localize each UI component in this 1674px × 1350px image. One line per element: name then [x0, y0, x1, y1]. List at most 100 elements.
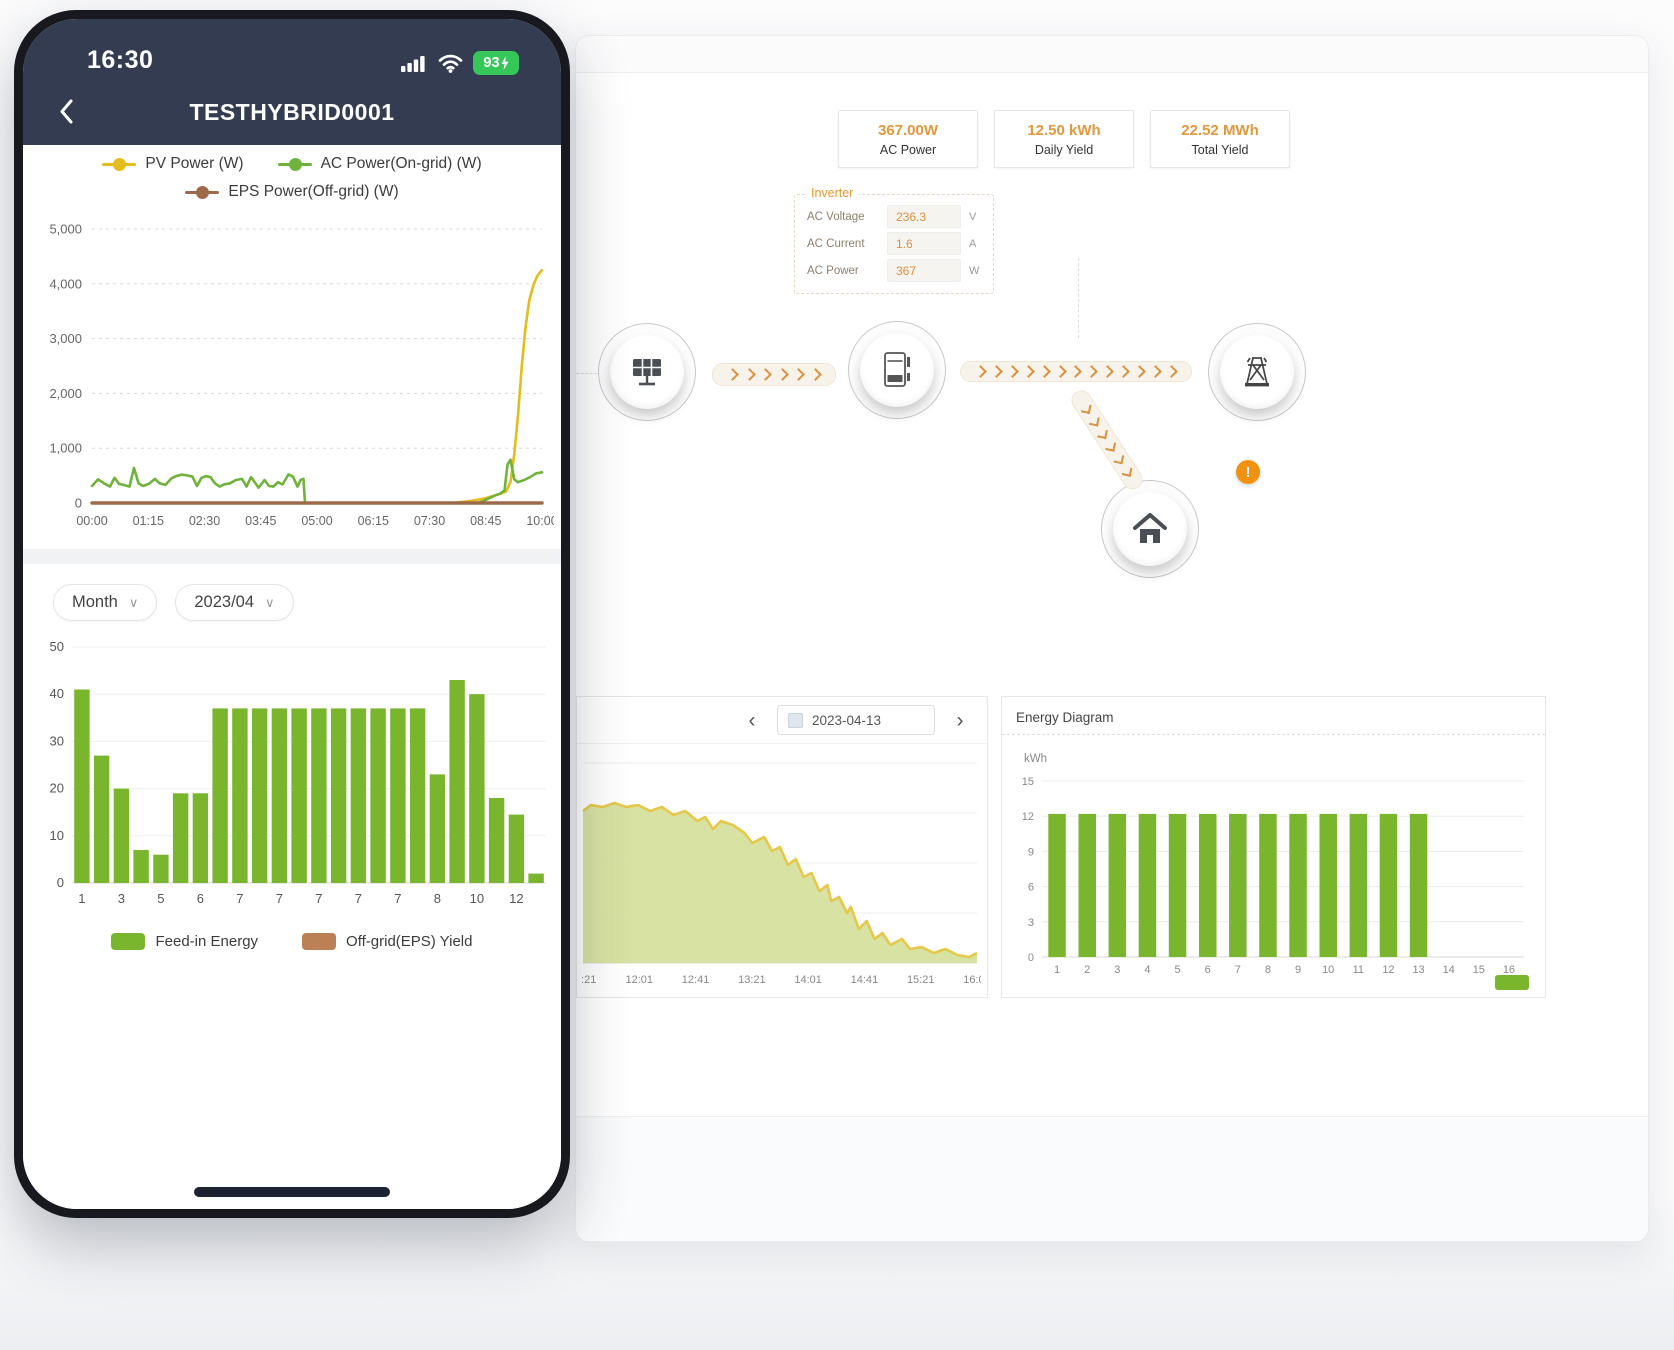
energy-bar-chart[interactable]: 0 3 6 9 12 15 1 2 3 4 5 6 7 8 9 10 11 12 13 14 15 16 — [1008, 773, 1536, 979]
bar — [449, 680, 465, 883]
stat-value: 12.50 kWh — [1027, 121, 1101, 139]
y-tick-label: 10 — [50, 828, 64, 843]
x-tick-label: 00:00 — [76, 514, 107, 528]
legend-marker — [277, 157, 312, 171]
home-indicator[interactable] — [194, 1187, 390, 1197]
stat-value: 367.00W — [877, 121, 939, 139]
bar — [1078, 813, 1096, 957]
section-divider — [23, 549, 561, 564]
flow-chevron-icon — [1089, 415, 1101, 427]
date-picker[interactable]: 2023-04-13 — [777, 705, 935, 735]
clock: 16:30 — [87, 46, 154, 74]
legend-marker-dot — [196, 185, 210, 199]
inverter-row-label: AC Current — [807, 237, 865, 250]
nav-header: TESTHYBRID0001 — [23, 79, 561, 145]
energy-legend-swatch — [1495, 975, 1529, 990]
status-icons: 93 — [401, 51, 519, 75]
flow-chevron-icon — [742, 368, 756, 381]
y-tick-label: 12 — [1022, 811, 1034, 823]
bar — [271, 708, 288, 883]
bar — [1108, 813, 1127, 957]
flow-arrow-pv-to-inverter — [712, 363, 836, 386]
x-tick-label: 7 — [315, 891, 322, 906]
bar — [1199, 813, 1217, 957]
period-controls: Month ∨ 2023/04 ∨ — [53, 584, 561, 621]
x-tick-label: 07:30 — [414, 514, 445, 528]
x-tick-label: 08:45 — [470, 514, 501, 528]
bar — [74, 689, 90, 883]
flow-chevron-icon — [974, 365, 987, 378]
phone-frame: 16:30 — [14, 10, 570, 1218]
flow-node-grid[interactable] — [1208, 323, 1306, 421]
day-chart-panel: ‹ 2023-04-13 › 11:21 12:01 12:41 13:21 14:01… — [576, 696, 988, 998]
inverter-icon — [860, 333, 934, 407]
month-dropdown-value: 2023/04 — [194, 593, 255, 611]
bar — [311, 708, 327, 883]
legend-marker-dot — [113, 157, 127, 171]
bar — [469, 694, 485, 883]
bar — [93, 755, 110, 883]
y-tick-label: 6 — [1028, 882, 1034, 894]
legend-item[interactable]: EPS Power(Off-grid) (W) — [185, 183, 399, 201]
legend-swatch — [302, 933, 337, 950]
energy-legend[interactable] — [1495, 975, 1529, 990]
device-title: TESTHYBRID0001 — [189, 98, 395, 125]
bar — [113, 788, 130, 883]
x-tick-label: 10 — [1322, 964, 1334, 976]
legend-item[interactable]: Feed-in Energy — [111, 933, 258, 950]
flow-node-pv[interactable] — [598, 323, 696, 421]
line-chart-legend-row-2: EPS Power(Off-grid) (W) — [23, 183, 561, 201]
stat-label: Total Yield — [1191, 142, 1249, 157]
window-footer — [576, 1116, 1648, 1241]
period-dropdown[interactable]: Month ∨ — [53, 584, 158, 621]
bar — [1379, 813, 1398, 957]
flow-node-inverter[interactable] — [848, 321, 946, 419]
stat-label: Daily Yield — [1034, 142, 1094, 157]
flow-chevron-icon — [989, 365, 1003, 378]
x-tick-label: 3 — [1114, 964, 1120, 976]
x-tick-label: 16 — [1503, 964, 1515, 976]
day-area-chart[interactable]: 11:21 12:01 12:41 13:21 14:01 14:41 15:21 16:01 — [581, 753, 981, 989]
month-dropdown[interactable]: 2023/04 ∨ — [175, 584, 294, 621]
legend-item[interactable]: Off-grid(EPS) Yield — [302, 933, 473, 950]
prev-day-button[interactable]: ‹ — [748, 708, 756, 732]
date-navigator: ‹ 2023-04-13 › — [577, 697, 987, 744]
bar — [1229, 813, 1247, 957]
phone-screen: 16:30 — [23, 19, 561, 1209]
bar — [1048, 813, 1066, 957]
flow-chevron-icon — [726, 368, 740, 381]
legend-item[interactable]: AC Power(On-grid) (W) — [277, 155, 482, 173]
flow-node-home[interactable] — [1101, 480, 1199, 578]
y-tick-label: 9 — [1028, 846, 1034, 858]
next-day-button[interactable]: › — [956, 708, 964, 732]
exclamation-icon: ! — [1245, 463, 1251, 481]
x-tick-label: 13 — [1412, 964, 1424, 976]
legend-item[interactable]: PV Power (W) — [102, 155, 244, 173]
x-tick-label: 10:00 — [526, 514, 554, 528]
x-tick-label: 01:15 — [133, 514, 164, 528]
bar-chart-svg: 0 10 20 30 40 50 1 3 5 6 7 7 7 7 7 8 10 12 — [50, 639, 546, 906]
flow-chevron-icon — [1081, 403, 1092, 414]
y-tick-label: 5,000 — [49, 222, 82, 237]
legend-label: Off-grid(EPS) Yield — [346, 933, 473, 950]
flow-chevron-icon — [1165, 365, 1178, 378]
line-chart-legend-row-1: PV Power (W) AC Power(On-grid) (W) — [23, 155, 561, 173]
legend-marker — [102, 157, 137, 171]
y-tick-label: 3 — [1028, 917, 1034, 929]
flow-chevron-icon — [1037, 365, 1051, 378]
flow-chevron-icon — [1122, 465, 1133, 477]
alert-badge[interactable]: ! — [1236, 460, 1260, 484]
back-button[interactable] — [59, 99, 73, 124]
x-tick-label: 6 — [1205, 964, 1211, 976]
power-line-chart[interactable]: 0 1,000 2,000 3,000 4,000 5,000 00:00 01:15 02:3… — [30, 215, 554, 533]
month-bar-chart[interactable]: 0 10 20 30 40 50 1 3 5 6 7 7 7 7 7 8 10 12 — [30, 637, 554, 909]
dashed-connector-horizontal — [576, 373, 602, 374]
bar — [212, 708, 228, 883]
x-tick-label: 05:00 — [301, 514, 332, 528]
flow-chevron-icon — [1117, 365, 1131, 378]
period-dropdown-value: Month — [72, 593, 118, 611]
line-chart-svg: 0 1,000 2,000 3,000 4,000 5,000 00:00 01:15 02:3… — [49, 222, 554, 529]
status-bar: 16:30 — [23, 19, 561, 79]
x-tick-label: 10 — [470, 891, 484, 906]
